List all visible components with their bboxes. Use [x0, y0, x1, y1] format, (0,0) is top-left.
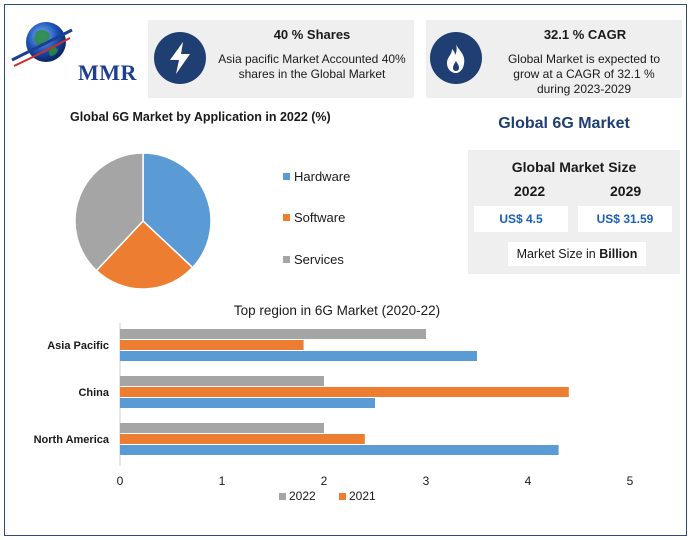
infographic-frame: [4, 4, 687, 536]
category-label-china: China: [78, 387, 109, 399]
pie-legend-software: Software: [283, 210, 345, 225]
bar-chart-title: Top region in 6G Market (2020-22): [233, 303, 441, 318]
legend-label-software: Software: [294, 210, 346, 225]
bar-asia-pacific-series-2: [120, 340, 304, 350]
x-tick-label: 2: [321, 474, 328, 488]
value-2022: US$ 4.5: [474, 206, 568, 232]
legend-swatch-software: [283, 214, 290, 221]
shares-text: Asia pacific Market Accounted 40% shares…: [210, 52, 414, 82]
shares-text-line-2: shares in the Global Market: [238, 67, 386, 81]
shares-text-line-1: Asia pacific Market Accounted 40%: [218, 52, 406, 66]
value-2029: US$ 31.59: [578, 206, 672, 232]
market-size-title: Global Market Size: [511, 159, 637, 175]
pie-slice-services: [74, 152, 144, 272]
logo: MMR: [10, 16, 140, 85]
pie-legend-hardware: Hardware: [283, 169, 350, 184]
legend-swatch-hardware: [283, 173, 290, 180]
bar-legend-swatch-2022: [279, 493, 286, 500]
bar-north-america-series-3: [120, 445, 559, 455]
x-tick-label: 0: [117, 474, 124, 488]
category-label-north-america: North America: [34, 434, 110, 446]
pie-legend-services: Services: [283, 252, 344, 267]
logo-text: MMR: [78, 60, 137, 85]
pie-chart-title: Global 6G Market by Application in 2022 …: [70, 110, 331, 124]
market-unit-prefix: Market Size in: [516, 247, 600, 261]
pie-slice-software: [95, 219, 194, 290]
x-tick-label: 4: [525, 474, 532, 488]
bar-china-series-1: [120, 376, 324, 386]
bar-china-series-2: [120, 387, 569, 397]
cagr-card: 32.1 % CAGR Global Market is expected to…: [426, 20, 682, 98]
bar-legend-label-2021: 2021: [349, 489, 376, 503]
market-unit-label: Market Size in Billion: [508, 242, 646, 266]
market-unit-bold: Billion: [599, 247, 638, 261]
bar-chart: Asia Pacific China North America 0 1 2 3 4 5 2022…: [34, 323, 634, 503]
legend-swatch-services: [283, 256, 290, 263]
cagr-text: Global Market is expected to grow at a C…: [486, 52, 682, 97]
x-tick-label: 3: [423, 474, 430, 488]
bar-legend-swatch-2021: [339, 493, 346, 500]
shares-card: 40 % Shares Asia pacific Market Accounte…: [148, 20, 414, 98]
pie-slice-hardware: [142, 152, 212, 269]
bar-asia-pacific-series-1: [120, 329, 426, 339]
globe-icon: [11, 22, 73, 67]
year-2029-label: 2029: [610, 183, 642, 199]
cagr-title: 32.1 % CAGR: [543, 27, 627, 42]
category-label-asia-pacific: Asia Pacific: [47, 340, 109, 352]
x-tick-label: 1: [219, 474, 226, 488]
cagr-text-line-1: Global Market is expected to: [507, 52, 661, 66]
market-size-box: Global Market Size 2022 2029 US$ 4.5 US$…: [468, 150, 680, 274]
bar-china-series-3: [120, 398, 375, 408]
bar-north-america-series-1: [120, 423, 324, 433]
legend-label-services: Services: [294, 252, 344, 267]
pie-chart: [74, 152, 212, 290]
legend-label-hardware: Hardware: [294, 169, 351, 184]
cagr-text-line-3: during 2023-2029: [536, 82, 632, 96]
x-tick-label: 5: [627, 474, 634, 488]
shares-title: 40 % Shares: [273, 27, 351, 42]
bar-legend-label-2022: 2022: [289, 489, 316, 503]
lightning-icon: [154, 32, 206, 84]
bar-asia-pacific-series-3: [120, 351, 477, 361]
flame-icon: [430, 32, 482, 84]
market-title: Global 6G Market: [498, 115, 630, 132]
bar-north-america-series-2: [120, 434, 365, 444]
cagr-text-line-2: grow at a CAGR of 32.1 %: [513, 67, 655, 81]
year-2022-label: 2022: [514, 183, 546, 199]
